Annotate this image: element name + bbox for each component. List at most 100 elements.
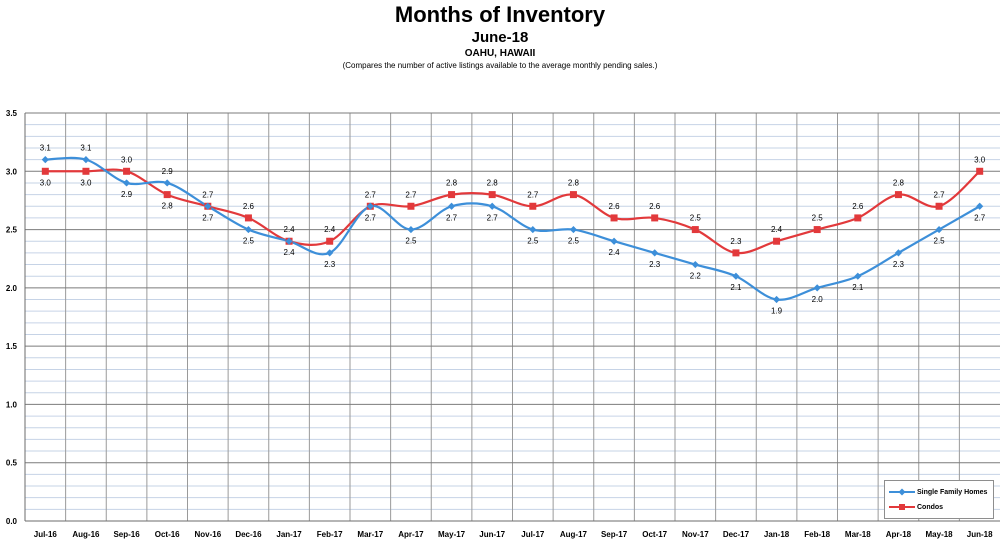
point-condos [976,167,984,175]
chart-subtitle: June-18 [471,29,529,46]
data-label-single-family-homes: 2.7 [446,213,458,222]
x-tick-label: Jun-17 [479,530,505,539]
x-tick-label: Nov-17 [682,530,709,539]
point-single-family-homes [41,156,49,164]
grid-lines [24,112,1000,522]
y-tick-label: 3.0 [6,167,18,176]
x-tick-label: Feb-18 [804,530,830,539]
x-tick-label: Sep-17 [601,530,628,539]
data-label-condos: 2.7 [202,190,214,199]
point-single-family-homes [894,249,903,257]
x-tick-label: Jul-17 [521,530,545,539]
y-tick-label: 0.0 [6,517,18,526]
point-single-family-homes [691,260,699,269]
data-label-single-family-homes: 2.1 [730,283,742,292]
legend-item-condos: Condos [889,501,943,513]
data-label-condos: 2.6 [609,202,621,211]
x-tick-label: Dec-17 [723,530,750,539]
data-label-single-family-homes: 2.3 [893,260,905,269]
data-label-condos: 2.8 [487,179,499,188]
point-condos [813,226,821,234]
data-label-condos: 2.5 [690,214,702,223]
data-label-condos: 2.4 [771,225,783,234]
data-label-single-family-homes: 2.0 [812,295,824,304]
point-condos [732,249,740,257]
data-label-condos: 2.7 [365,190,377,199]
point-single-family-homes [976,202,984,210]
legend-item-single-family-homes: Single Family Homes [889,486,987,498]
data-label-condos: 2.3 [730,237,742,246]
data-label-single-family-homes: 2.5 [568,237,580,246]
legend-swatch-condos [889,504,915,510]
data-label-single-family-homes: 2.9 [162,167,174,176]
x-tick-label: Oct-16 [155,530,180,539]
chart-note: (Compares the number of active listings … [342,61,658,70]
point-single-family-homes [529,225,537,234]
data-label-condos: 2.4 [284,225,296,234]
data-label-single-family-homes: 1.9 [771,307,783,316]
x-tick-label: Jan-18 [764,530,790,539]
y-tick-label: 0.5 [6,459,18,468]
point-single-family-homes [935,225,943,234]
point-condos [651,214,659,222]
data-label-single-family-homes: 2.7 [365,213,377,222]
x-tick-label: Aug-17 [560,530,588,539]
data-label-condos: 2.7 [405,190,417,199]
y-tick-label: 1.0 [6,400,18,409]
data-label-condos: 2.8 [568,179,580,188]
point-condos [569,191,577,199]
point-single-family-homes [407,225,415,234]
x-tick-label: Sep-16 [113,530,140,539]
data-label-condos: 2.5 [812,214,824,223]
data-label-single-family-homes: 3.1 [40,144,52,153]
point-condos [82,167,90,175]
point-condos [691,226,699,234]
point-single-family-homes [447,202,456,210]
y-tick-label: 3.5 [6,109,18,118]
point-condos [41,167,49,175]
data-label-single-family-homes: 3.1 [80,144,92,153]
point-condos [326,237,334,245]
point-condos [529,202,537,210]
data-label-condos: 2.8 [893,179,905,188]
point-single-family-homes [610,237,618,245]
x-tick-label: May-17 [438,530,466,539]
data-label-single-family-homes: 2.3 [324,260,336,269]
data-label-single-family-homes: 2.5 [405,237,417,246]
data-label-single-family-homes: 2.4 [284,248,296,257]
point-single-family-homes [82,156,90,164]
data-label-single-family-homes: 2.1 [852,283,864,292]
y-tick-label: 2.0 [6,284,18,293]
x-tick-label: Jun-18 [967,530,993,539]
x-tick-label: Mar-17 [357,530,383,539]
point-single-family-homes [326,249,334,257]
legend-label-condos: Condos [917,503,944,511]
chart-location: OAHU, HAWAII [464,48,536,59]
data-label-condos: 2.6 [852,202,864,211]
point-single-family-homes [854,272,862,280]
point-condos [773,237,781,245]
data-label-single-family-homes: 2.5 [527,237,539,246]
x-tick-label: Apr-18 [886,530,912,539]
point-condos [163,191,171,199]
point-condos [610,214,618,222]
x-tick-label: May-18 [926,530,954,539]
data-label-condos: 2.4 [324,225,336,234]
point-condos [123,167,131,175]
y-tick-label: 1.5 [6,342,18,351]
x-tick-label: Oct-17 [642,530,667,539]
data-label-condos: 2.7 [527,190,539,199]
x-tick-label: Feb-17 [317,530,343,539]
point-single-family-homes [122,179,131,187]
data-label-condos: 3.0 [121,155,133,164]
data-label-single-family-homes: 2.9 [121,190,133,199]
data-label-condos: 2.8 [162,202,174,211]
legend-swatch-single-family-homes [889,488,915,496]
x-tick-label: Jul-16 [34,530,58,539]
data-label-single-family-homes: 2.7 [487,213,499,222]
data-label-condos: 2.7 [934,190,946,199]
point-condos [854,214,862,222]
data-label-condos: 2.6 [649,202,661,211]
x-tick-label: Mar-18 [845,530,871,539]
point-condos [935,202,943,210]
